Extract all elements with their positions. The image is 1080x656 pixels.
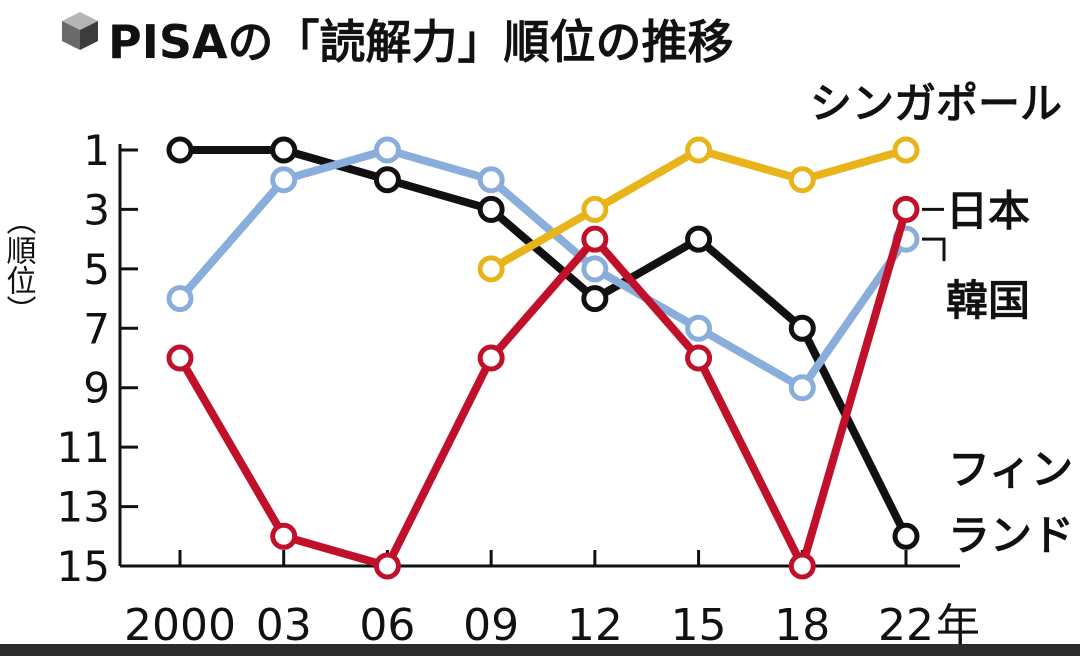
data-point <box>581 195 609 223</box>
series-label-singapore: シンガポール <box>810 79 1062 128</box>
x-tick-label: 2000 <box>124 600 236 651</box>
data-point <box>270 136 298 164</box>
y-tick-label: 3 <box>83 185 110 234</box>
data-point <box>581 285 609 313</box>
data-point <box>581 225 609 253</box>
data-point <box>788 374 816 402</box>
series-label-korea: 韓国 <box>946 276 1030 325</box>
data-point <box>477 344 505 372</box>
series-label-finland-line2: ランド <box>948 511 1074 560</box>
x-tick-label: 12 <box>567 600 623 651</box>
data-point <box>892 522 920 550</box>
y-tick-label: 13 <box>57 483 110 532</box>
data-point <box>581 255 609 283</box>
x-tick-label: 06 <box>359 600 415 651</box>
data-point <box>685 136 713 164</box>
x-tick-label: 09 <box>463 600 519 651</box>
x-unit-label: 年 <box>936 600 980 651</box>
x-tick-label: 18 <box>774 600 830 651</box>
data-point <box>166 344 194 372</box>
y-tick-label: 5 <box>83 245 110 294</box>
data-point <box>270 522 298 550</box>
data-point <box>788 166 816 194</box>
data-point <box>788 552 816 580</box>
series-line <box>176 146 910 392</box>
data-point <box>373 136 401 164</box>
y-tick-label: 9 <box>83 364 110 413</box>
data-point <box>685 314 713 342</box>
leader-line <box>922 237 946 262</box>
data-point <box>373 552 401 580</box>
series-1 <box>166 136 920 402</box>
y-tick-label: 15 <box>57 542 110 591</box>
series-line <box>176 146 910 541</box>
data-point <box>892 136 920 164</box>
series-label-finland-line1: フィン <box>948 445 1073 494</box>
data-point <box>166 136 194 164</box>
series-label-japan: 日本 <box>946 186 1030 235</box>
x-tick-label: 22 <box>878 600 934 651</box>
x-tick-label: 03 <box>256 600 312 651</box>
bottom-bar <box>0 644 1080 656</box>
data-point <box>477 195 505 223</box>
chart-title: PISAの「読解力」順位の推移 <box>108 15 734 69</box>
data-point <box>892 195 920 223</box>
data-point <box>270 166 298 194</box>
y-axis-label: （順位） <box>1 205 37 325</box>
series-line <box>176 205 910 570</box>
y-tick-label: 7 <box>83 304 110 353</box>
x-tick-label: 15 <box>671 600 727 651</box>
data-point <box>685 344 713 372</box>
cube-icon <box>62 12 98 50</box>
data-point <box>166 285 194 313</box>
data-point <box>788 314 816 342</box>
series-2 <box>477 136 920 283</box>
data-point <box>373 166 401 194</box>
data-point <box>685 225 713 253</box>
y-tick-label: 1 <box>83 126 110 175</box>
series-0 <box>166 136 920 550</box>
series-layer <box>166 136 920 580</box>
data-point <box>477 166 505 194</box>
series-3 <box>166 195 920 580</box>
y-tick-label: 11 <box>57 423 110 472</box>
data-point <box>477 255 505 283</box>
